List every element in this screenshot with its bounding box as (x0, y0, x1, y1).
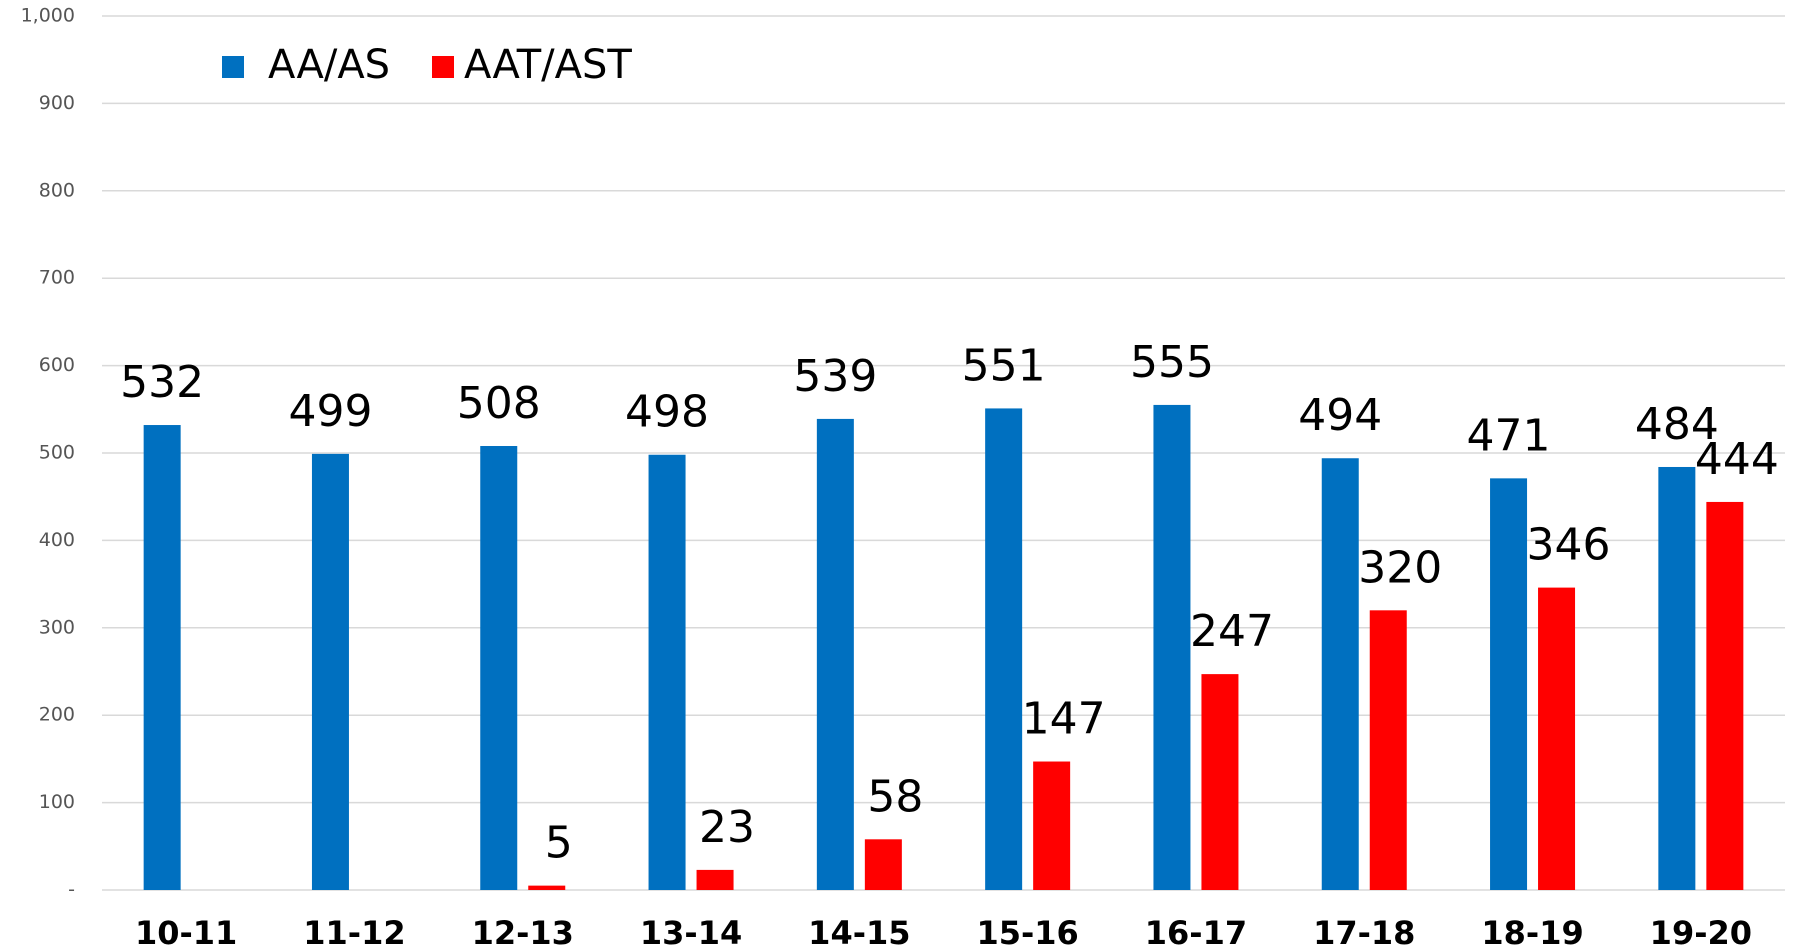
bar (985, 408, 1023, 890)
bar (480, 446, 518, 890)
data-label: 555 (1130, 337, 1214, 388)
bar (1033, 761, 1071, 890)
data-label: 498 (625, 387, 709, 438)
data-label: 508 (457, 378, 541, 429)
data-label: 147 (1022, 694, 1106, 745)
bar (143, 425, 181, 890)
data-label: 484 (1635, 399, 1719, 450)
data-label: 539 (793, 351, 877, 402)
x-tick-label: 18-19 (1481, 914, 1583, 952)
bar (648, 454, 686, 890)
bar (1706, 501, 1744, 890)
bar (1321, 458, 1359, 890)
y-tick-label: 300 (39, 616, 75, 638)
y-tick-label: 500 (39, 442, 75, 464)
bar (696, 869, 734, 890)
bar (864, 839, 902, 890)
bar (528, 885, 566, 890)
data-label: 551 (962, 340, 1046, 391)
y-tick-label: 200 (39, 704, 75, 726)
y-tick-label: 700 (39, 267, 75, 289)
y-tick-label: - (68, 879, 75, 901)
data-label: 494 (1298, 390, 1382, 441)
x-tick-label: 16-17 (1145, 914, 1247, 952)
data-label: 499 (288, 386, 372, 437)
bar (816, 418, 854, 890)
y-tick-label: 400 (39, 529, 75, 551)
y-tick-label: 600 (39, 354, 75, 376)
bar (1201, 674, 1239, 890)
data-label: 471 (1467, 410, 1551, 461)
data-label: 23 (699, 802, 755, 853)
y-tick-label: 800 (39, 179, 75, 201)
bar (1538, 587, 1576, 890)
x-tick-label: 13-14 (640, 914, 742, 952)
bar (1490, 478, 1528, 890)
data-label: 346 (1527, 520, 1611, 571)
legend-swatch (222, 56, 244, 78)
x-tick-label: 17-18 (1313, 914, 1415, 952)
data-label: 58 (867, 771, 923, 822)
y-tick-label: 1,000 (21, 5, 75, 27)
x-tick-label: 11-12 (303, 914, 405, 952)
legend-swatch (432, 56, 454, 78)
data-label: 320 (1358, 542, 1442, 593)
bar (1369, 610, 1407, 890)
data-label: 532 (120, 357, 204, 408)
bar (1153, 404, 1191, 890)
data-label: 247 (1190, 606, 1274, 657)
x-tick-label: 12-13 (472, 914, 574, 952)
data-label: 444 (1695, 434, 1779, 485)
y-tick-label: 100 (39, 791, 75, 813)
x-tick-label: 19-20 (1650, 914, 1752, 952)
bar (311, 453, 349, 890)
data-label: 5 (545, 818, 573, 869)
y-tick-label: 900 (39, 92, 75, 114)
x-tick-label: 15-16 (976, 914, 1078, 952)
x-tick-label: 14-15 (808, 914, 910, 952)
legend-label: AAT/AST (464, 42, 632, 88)
x-tick-label: 10-11 (135, 914, 237, 952)
bar (1658, 466, 1696, 890)
legend-label: AA/AS (268, 42, 390, 88)
